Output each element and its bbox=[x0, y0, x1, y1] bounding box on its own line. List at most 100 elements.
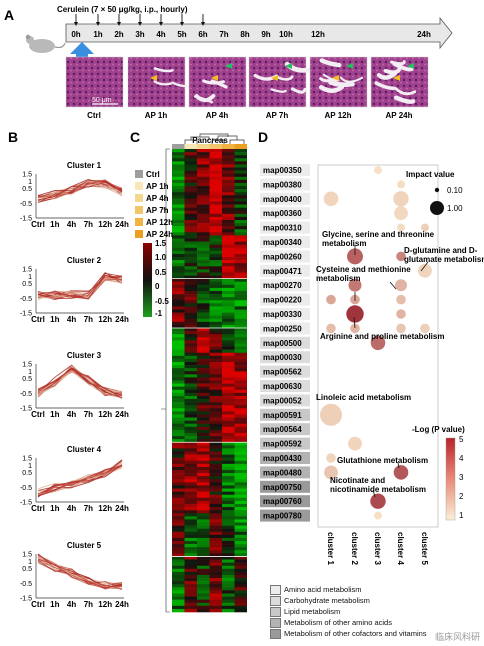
heatmap-cell bbox=[197, 294, 210, 298]
heatmap-cell bbox=[184, 170, 197, 174]
row-label: map00360 bbox=[263, 209, 302, 218]
heatmap-cell bbox=[197, 170, 210, 174]
heatmap-cell bbox=[222, 170, 235, 174]
heatmap-cell bbox=[197, 253, 210, 258]
heatmap-cell bbox=[209, 361, 222, 366]
heatmap-cell bbox=[184, 574, 197, 579]
heatmap-cell bbox=[184, 321, 197, 326]
heatmap-cell bbox=[197, 571, 210, 576]
heatmap-cell bbox=[209, 556, 222, 560]
heatmap-cell bbox=[184, 324, 197, 329]
pvalue-scale-ticks: 5 4 3 2 1 bbox=[459, 435, 464, 520]
heatmap-cell bbox=[234, 537, 247, 542]
heatmap-cell bbox=[222, 460, 235, 465]
heatmap-cell bbox=[184, 482, 197, 486]
heatmap-cell bbox=[222, 380, 235, 384]
heatmap-cell bbox=[209, 232, 222, 236]
pvalue-tick: 2 bbox=[459, 492, 464, 501]
heatmap-cell bbox=[222, 608, 235, 613]
heatmap-cell bbox=[184, 281, 197, 286]
heatmap-cell bbox=[172, 173, 185, 178]
heatmap-cell bbox=[197, 352, 210, 357]
heatmap-cell bbox=[222, 574, 235, 579]
heatmap-cell bbox=[172, 198, 185, 202]
category-swatch bbox=[270, 595, 281, 606]
heatmap-cell bbox=[209, 182, 222, 187]
heatmap-cell bbox=[197, 497, 210, 502]
heatmap-cell bbox=[234, 198, 247, 202]
heatmap-cell bbox=[222, 556, 235, 560]
heatmap-cell bbox=[184, 337, 197, 341]
heatmap-cell bbox=[172, 266, 185, 270]
heatmap-cell bbox=[209, 414, 222, 418]
heatmap-cell bbox=[172, 287, 185, 292]
heatmap-cell bbox=[234, 516, 247, 520]
heatmap-cell bbox=[209, 528, 222, 533]
heatmap-cell bbox=[197, 312, 210, 316]
cluster-trace bbox=[37, 275, 123, 298]
x-tick-label: 1h bbox=[50, 410, 59, 419]
heatmap-cell bbox=[222, 534, 235, 539]
heatmap-cell bbox=[184, 436, 197, 440]
heatmap-cell bbox=[222, 250, 235, 255]
heatmap-cell bbox=[184, 608, 197, 613]
heatmap-cell bbox=[234, 281, 247, 286]
bubble-point bbox=[420, 323, 430, 334]
y-tick-label: -1.5 bbox=[20, 596, 32, 603]
heatmap-cell bbox=[209, 550, 222, 554]
heatmap-cell bbox=[234, 173, 247, 178]
y-tick-label: 0.5 bbox=[22, 186, 32, 193]
heatmap-cell bbox=[197, 420, 210, 425]
heatmap-cell bbox=[234, 266, 247, 270]
heatmap-cell bbox=[222, 519, 235, 523]
heatmap-cell bbox=[222, 290, 235, 295]
heatmap-cell bbox=[222, 525, 235, 529]
heatmap-cell bbox=[234, 365, 247, 369]
heatmap-cell bbox=[222, 371, 235, 375]
heatmap-cell bbox=[234, 312, 247, 316]
heatmap-cell bbox=[209, 365, 222, 369]
heatmap-cell bbox=[197, 223, 210, 227]
group-color-bar bbox=[172, 144, 185, 149]
heatmap-cell bbox=[209, 263, 222, 267]
heatmap-cell bbox=[209, 389, 222, 394]
heatmap-cell bbox=[234, 568, 247, 573]
heatmap-cell bbox=[222, 399, 235, 403]
heatmap-cell bbox=[234, 507, 247, 511]
x-tick-label: 7h bbox=[84, 504, 93, 513]
heatmap-cell bbox=[184, 500, 197, 505]
heatmap-cell bbox=[197, 503, 210, 508]
heatmap-cell bbox=[184, 544, 197, 548]
heatmap-cell bbox=[184, 528, 197, 533]
heatmap-cell bbox=[172, 290, 185, 295]
heatmap-cell bbox=[184, 541, 197, 545]
heatmap-cell bbox=[172, 383, 185, 387]
heatmap-cell bbox=[197, 405, 210, 409]
heatmap-cell bbox=[222, 182, 235, 187]
heatmap-cell bbox=[184, 451, 197, 455]
heatmap-cell bbox=[222, 173, 235, 178]
heatmap-cell bbox=[172, 250, 185, 255]
heatmap-cell bbox=[209, 494, 222, 499]
heatmap-cell bbox=[184, 346, 197, 350]
category-legend-item: Lipid metabolism bbox=[270, 606, 480, 617]
heatmap-cell bbox=[184, 312, 197, 316]
heatmap-cell bbox=[184, 161, 197, 165]
heatmap-cell bbox=[197, 257, 210, 261]
heatmap-cell bbox=[172, 331, 185, 335]
heatmap-cell bbox=[172, 235, 185, 239]
heatmap-cell bbox=[209, 371, 222, 375]
x-tick-label: Ctrl bbox=[31, 504, 45, 513]
panel-label-b: B bbox=[8, 129, 18, 145]
heatmap-cell bbox=[222, 294, 235, 298]
pathway-annotation: Glycine, serine and threonine metabolism bbox=[322, 230, 435, 248]
heatmap-cell bbox=[234, 581, 247, 585]
heatmap-cell bbox=[197, 210, 210, 215]
bubble-point bbox=[374, 511, 382, 520]
heatmap-cell bbox=[209, 238, 222, 242]
heatmap-cell bbox=[234, 371, 247, 375]
heatmap-cell bbox=[209, 457, 222, 462]
heatmap-cell bbox=[209, 377, 222, 381]
heatmap-cell bbox=[222, 485, 235, 489]
